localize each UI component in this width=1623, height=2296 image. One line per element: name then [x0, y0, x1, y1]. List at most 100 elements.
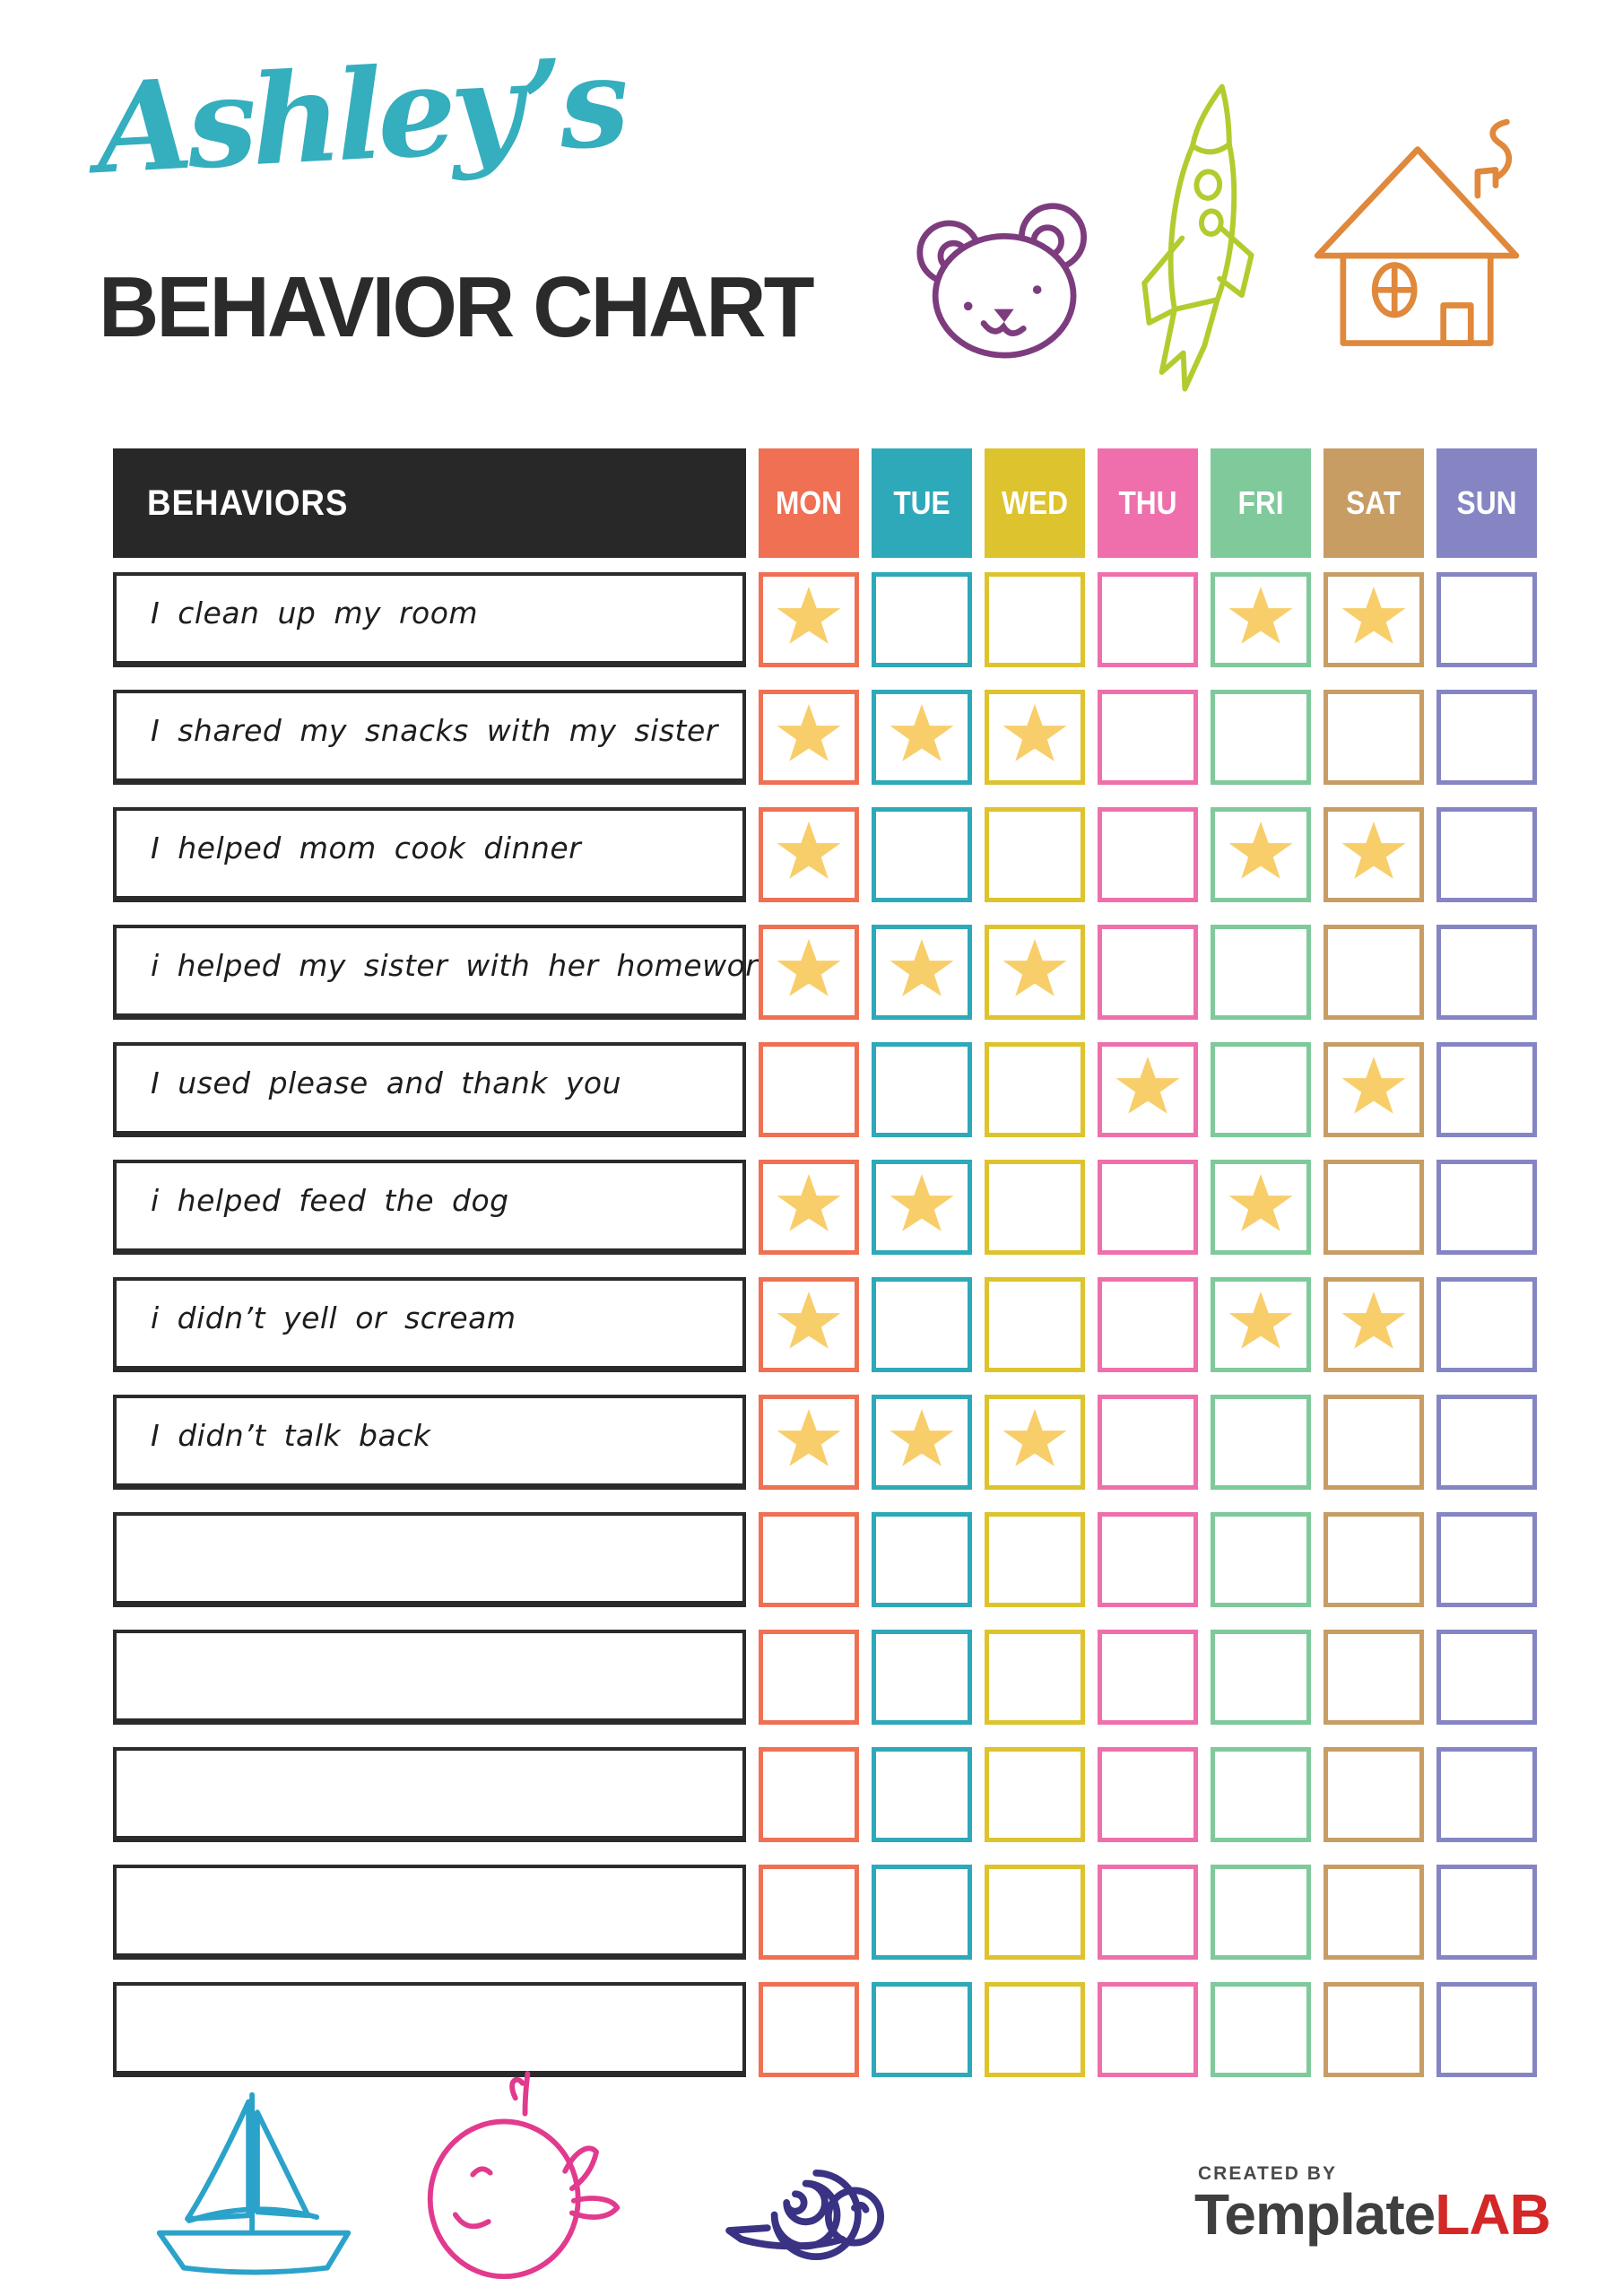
chart-cell-mon: [759, 1277, 859, 1372]
chart-cell-sat: [1324, 925, 1424, 1020]
star-icon: [1002, 939, 1067, 996]
day-header-label: WED: [1002, 484, 1068, 521]
chart-cell-sun: [1436, 1160, 1537, 1255]
chart-cell-mon: [759, 1865, 859, 1960]
star-icon: [777, 587, 841, 644]
behavior-label-box: i didn’t yell or scream: [113, 1277, 746, 1372]
chart-cell-fri: [1211, 1512, 1311, 1607]
chart-cell-mon: [759, 807, 859, 902]
chart-cell-mon: [759, 1630, 859, 1725]
chart-cell-wed: [985, 1277, 1085, 1372]
star-icon: [1002, 1409, 1067, 1466]
chart-cell-sun: [1436, 1747, 1537, 1842]
behavior-label-box: [113, 1747, 746, 1842]
chart-cell-tue: [872, 1042, 972, 1137]
sailboat-icon: [156, 2092, 352, 2275]
chart-cell-sat: [1324, 807, 1424, 902]
star-icon: [1115, 1057, 1180, 1114]
chart-cell-thu: [1098, 1160, 1198, 1255]
chart-cell-mon: [759, 572, 859, 667]
chart-cell-sun: [1436, 1042, 1537, 1137]
behavior-row: I didn’t talk back: [113, 1395, 1537, 1490]
chart-cell-sun: [1436, 572, 1537, 667]
chart-cell-wed: [985, 1747, 1085, 1842]
behavior-text: i helped feed the dog: [151, 1183, 509, 1218]
star-icon: [1341, 1292, 1406, 1349]
behaviors-column-header-label: BEHAVIORS: [147, 483, 349, 523]
behavior-row: i didn’t yell or scream: [113, 1277, 1537, 1372]
chart-cell-sun: [1436, 1395, 1537, 1490]
chart-cell-sat: [1324, 1630, 1424, 1725]
chart-cell-thu: [1098, 1747, 1198, 1842]
brand-primary: Template: [1194, 2182, 1436, 2247]
behavior-row: I shared my snacks with my sister: [113, 690, 1537, 785]
chart-cell-wed: [985, 925, 1085, 1020]
chart-cell-fri: [1211, 1982, 1311, 2077]
chart-cell-wed: [985, 1160, 1085, 1255]
chart-cell-thu: [1098, 1982, 1198, 2077]
behavior-label-box: [113, 1512, 746, 1607]
behavior-label-box: i helped feed the dog: [113, 1160, 746, 1255]
star-icon: [777, 1292, 841, 1349]
star-icon: [777, 1409, 841, 1466]
chart-cell-sun: [1436, 807, 1537, 902]
chart-cell-tue: [872, 925, 972, 1020]
day-header-wed: WED: [985, 448, 1085, 558]
chart-cell-mon: [759, 1982, 859, 2077]
chart-cell-fri: [1211, 807, 1311, 902]
chart-cell-fri: [1211, 1042, 1311, 1137]
chart-cell-fri: [1211, 925, 1311, 1020]
chart-cell-wed: [985, 1865, 1085, 1960]
chart-cell-sat: [1324, 1982, 1424, 2077]
star-icon: [1228, 822, 1293, 879]
star-icon: [890, 1409, 954, 1466]
star-icon: [890, 939, 954, 996]
behavior-chart-table: BEHAVIORS MON TUE WED THU FRI SAT SUN I clean …: [113, 448, 1537, 2100]
chart-cell-tue: [872, 690, 972, 785]
day-header-mon: MON: [759, 448, 859, 558]
behavior-row: I helped mom cook dinner: [113, 807, 1537, 902]
behavior-row: i helped my sister with her homework: [113, 925, 1537, 1020]
day-header-thu: THU: [1098, 448, 1198, 558]
chart-cell-thu: [1098, 1512, 1198, 1607]
chart-cell-thu: [1098, 1277, 1198, 1372]
star-icon: [1341, 822, 1406, 879]
chart-cell-fri: [1211, 690, 1311, 785]
behavior-label-box: I helped mom cook dinner: [113, 807, 746, 902]
chart-cell-tue: [872, 1512, 972, 1607]
house-icon: [1314, 118, 1520, 346]
brand-name: TemplateLAB: [1194, 2182, 1551, 2247]
star-icon: [890, 1174, 954, 1231]
day-header-sun: SUN: [1436, 448, 1537, 558]
star-icon: [890, 704, 954, 761]
behavior-row: I clean up my room: [113, 572, 1537, 667]
behavior-row: I used please and thank you: [113, 1042, 1537, 1137]
behavior-row: [113, 1865, 1537, 1960]
chart-cell-fri: [1211, 1395, 1311, 1490]
chart-cell-wed: [985, 690, 1085, 785]
behavior-text: I used please and thank you: [151, 1065, 621, 1100]
behaviors-column-header: BEHAVIORS: [113, 448, 746, 558]
chart-cell-thu: [1098, 572, 1198, 667]
day-header-label: SUN: [1456, 484, 1517, 521]
chart-cell-fri: [1211, 1747, 1311, 1842]
behavior-label-box: [113, 1865, 746, 1960]
chart-cell-tue: [872, 1277, 972, 1372]
chart-cell-wed: [985, 1512, 1085, 1607]
chart-cell-sat: [1324, 572, 1424, 667]
behavior-text: I shared my snacks with my sister: [151, 713, 718, 748]
day-header-sat: SAT: [1324, 448, 1424, 558]
snail-icon: [725, 2170, 884, 2261]
star-icon: [1341, 587, 1406, 644]
created-by-label: CREATED BY: [1198, 2163, 1337, 2184]
chart-cell-fri: [1211, 1865, 1311, 1960]
behavior-text: I clean up my room: [151, 596, 479, 631]
chart-cell-thu: [1098, 1042, 1198, 1137]
page-title: BEHAVIOR CHART: [99, 259, 815, 355]
chart-cell-sat: [1324, 1042, 1424, 1137]
chart-cell-fri: [1211, 1160, 1311, 1255]
chart-cell-thu: [1098, 925, 1198, 1020]
chart-cell-thu: [1098, 807, 1198, 902]
child-name-title: Ashley’s: [92, 28, 628, 202]
